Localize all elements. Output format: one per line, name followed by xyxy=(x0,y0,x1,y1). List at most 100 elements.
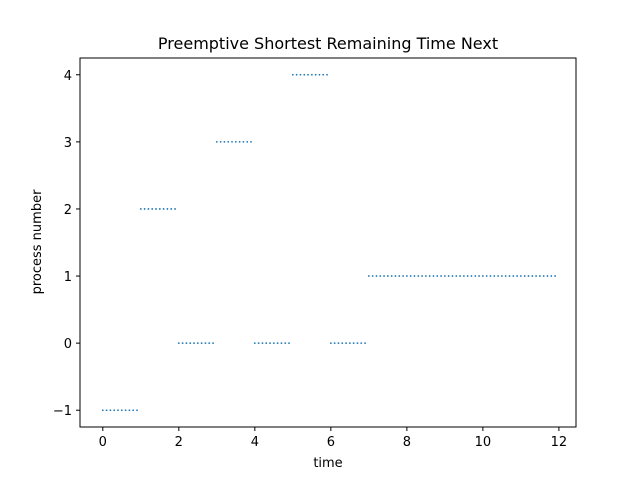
data-point-p1-s7-8 xyxy=(398,275,401,277)
data-point-p4-s5-7 xyxy=(318,73,321,76)
data-point-p1-s7-22 xyxy=(451,275,454,277)
x-tick-label: 4 xyxy=(251,435,259,450)
data-point-p1-s7-6 xyxy=(390,275,393,277)
data-point-p1-s7-40 xyxy=(519,275,522,277)
y-tick-label: 4 xyxy=(64,69,72,84)
data-point-p0-s4-8 xyxy=(284,342,287,345)
data-point-p0-s6-6 xyxy=(352,342,355,345)
data-point-p3-s3-3 xyxy=(227,140,230,143)
data-point-p1-s7-38 xyxy=(512,275,515,277)
data-point-p1-s7-30 xyxy=(481,275,484,277)
data-point-p1-s7-0 xyxy=(367,275,370,277)
data-point-p1-s7-24 xyxy=(459,275,461,277)
data-point-p1-s7-34 xyxy=(497,275,499,277)
data-point-p-1-s0-3 xyxy=(113,409,116,412)
data-point-p4-s5-5 xyxy=(310,73,313,76)
data-point-p0-s6-8 xyxy=(360,342,363,345)
data-point-p1-s7-41 xyxy=(523,275,526,277)
data-point-p3-s3-0 xyxy=(215,140,218,143)
data-point-p4-s5-4 xyxy=(307,73,309,76)
data-point-p3-s3-8 xyxy=(246,140,249,143)
data-point-p1-s7-21 xyxy=(447,275,450,277)
data-point-p-1-s0-1 xyxy=(105,409,108,412)
data-point-p0-s2-4 xyxy=(193,342,195,345)
data-point-p4-s5-8 xyxy=(322,73,325,76)
y-tick-label: 2 xyxy=(64,203,72,218)
data-point-p1-s7-42 xyxy=(527,275,530,277)
data-point-p1-s7-13 xyxy=(417,275,420,277)
data-point-p0-s6-7 xyxy=(356,342,359,345)
data-point-p3-s3-4 xyxy=(231,140,233,143)
data-point-p1-s7-45 xyxy=(538,275,541,277)
data-point-p2-s1-7 xyxy=(166,208,169,210)
data-point-p0-s4-7 xyxy=(280,342,283,345)
data-point-p0-s6-1 xyxy=(333,342,336,345)
data-point-p2-s1-2 xyxy=(147,208,150,210)
x-tick-label: 10 xyxy=(475,435,492,450)
x-tick-label: 0 xyxy=(99,435,107,450)
chart-title: Preemptive Shortest Remaining Time Next xyxy=(158,34,498,53)
data-point-p3-s3-5 xyxy=(234,140,237,143)
data-point-p1-s7-25 xyxy=(462,275,465,277)
data-point-p1-s7-37 xyxy=(508,275,511,277)
y-axis-ticks: −1 0 1 2 3 4 xyxy=(53,69,80,419)
data-point-p-1-s0-0 xyxy=(101,409,104,412)
data-point-p2-s1-6 xyxy=(162,208,165,210)
data-point-p1-s7-31 xyxy=(485,275,488,277)
data-point-p1-s7-35 xyxy=(500,275,503,277)
data-point-p0-s4-2 xyxy=(261,342,264,345)
data-point-p2-s1-0 xyxy=(139,208,142,210)
data-point-p1-s7-39 xyxy=(516,275,518,277)
x-tick-label: 8 xyxy=(403,435,411,450)
data-point-p1-s7-7 xyxy=(394,275,397,277)
x-tick-label: 2 xyxy=(175,435,183,450)
data-point-p1-s7-20 xyxy=(443,275,446,277)
y-tick-label: −1 xyxy=(53,404,72,419)
data-point-p0-s2-7 xyxy=(204,342,207,345)
data-point-p3-s3-6 xyxy=(238,140,241,143)
data-point-p1-s7-49 xyxy=(554,275,556,277)
data-point-p0-s2-0 xyxy=(177,342,180,345)
data-point-p1-s7-36 xyxy=(504,275,507,277)
data-point-p-1-s0-6 xyxy=(124,409,127,412)
data-point-p1-s7-16 xyxy=(428,275,431,277)
data-point-p2-s1-8 xyxy=(170,208,173,210)
data-point-p1-s7-3 xyxy=(379,275,382,277)
data-point-p4-s5-6 xyxy=(314,73,317,76)
data-point-p0-s2-3 xyxy=(189,342,192,345)
x-tick-label: 12 xyxy=(551,435,568,450)
data-point-p1-s7-18 xyxy=(436,275,439,277)
y-tick-label: 3 xyxy=(64,136,72,151)
data-point-p1-s7-29 xyxy=(478,275,480,277)
data-point-p3-s3-2 xyxy=(223,140,226,143)
data-point-p1-s7-43 xyxy=(531,275,534,277)
data-point-p0-s2-5 xyxy=(196,342,199,345)
plot-frame xyxy=(79,57,577,428)
data-point-p3-s3-7 xyxy=(242,140,245,143)
data-point-p1-s7-1 xyxy=(371,275,374,277)
data-point-p1-s7-23 xyxy=(455,275,458,277)
data-point-p0-s4-6 xyxy=(276,342,279,345)
data-point-p0-s4-1 xyxy=(257,342,260,345)
x-tick-label: 6 xyxy=(327,435,335,450)
data-point-p1-s7-47 xyxy=(546,275,549,277)
data-point-p4-s5-3 xyxy=(303,73,306,76)
data-point-p0-s4-3 xyxy=(265,342,268,345)
data-point-p4-s5-0 xyxy=(291,73,294,76)
data-point-p0-s2-1 xyxy=(181,342,184,345)
data-point-p2-s1-9 xyxy=(174,208,176,210)
data-point-p4-s5-2 xyxy=(299,73,302,76)
data-point-p2-s1-4 xyxy=(155,208,157,210)
data-point-p0-s6-9 xyxy=(364,342,366,345)
data-point-p1-s7-11 xyxy=(409,275,412,277)
data-point-p1-s7-28 xyxy=(474,275,477,277)
data-point-p1-s7-5 xyxy=(386,275,389,277)
data-point-p1-s7-46 xyxy=(542,275,545,277)
data-point-p-1-s0-4 xyxy=(117,409,119,412)
data-point-p3-s3-9 xyxy=(250,140,252,143)
data-point-p-1-s0-7 xyxy=(128,409,131,412)
data-points xyxy=(101,73,556,412)
data-point-p0-s4-5 xyxy=(272,342,275,345)
data-point-p1-s7-14 xyxy=(421,275,423,277)
